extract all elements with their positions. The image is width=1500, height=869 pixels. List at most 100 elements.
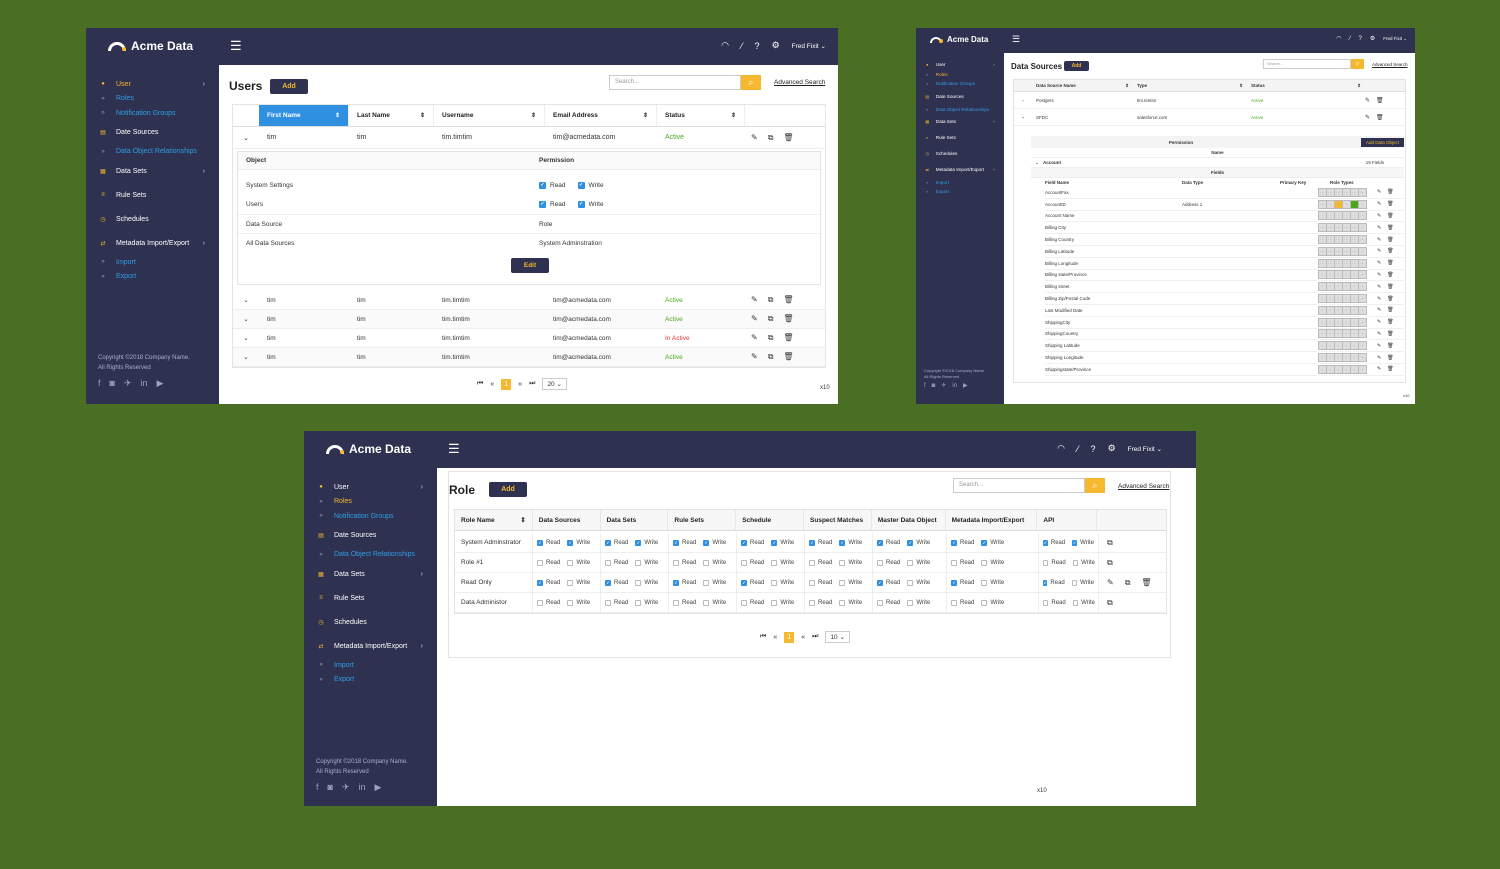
link-icon[interactable]: · [1335, 212, 1342, 220]
key-icon[interactable]: · [1319, 318, 1326, 326]
add-button[interactable]: Add [489, 482, 527, 497]
write-checkbox[interactable]: ✓ [703, 579, 710, 586]
delete-icon[interactable]: 🗑 [1387, 271, 1394, 278]
write-checkbox[interactable]: ✓ [577, 201, 585, 208]
search-input[interactable]: Search... [1263, 59, 1351, 69]
field-row[interactable]: Billing Latitude · · · · · · ✎ 🗑 [1045, 246, 1404, 258]
card-icon[interactable]: · [1359, 283, 1366, 291]
target-icon[interactable]: · [1351, 295, 1358, 303]
menu-icon[interactable]: ☰ [1012, 34, 1021, 44]
facebook-icon[interactable]: f [924, 383, 926, 389]
read-checkbox[interactable]: ✓ [877, 599, 883, 606]
chevron-down-icon[interactable]: ⌄ [1021, 114, 1025, 119]
gear-icon[interactable]: ⚙ [1107, 443, 1116, 453]
read-checkbox[interactable]: ✓ [537, 579, 543, 586]
link-icon[interactable]: · [1335, 200, 1342, 208]
column-header-first-name[interactable]: First Name ⇕ [259, 105, 349, 126]
delete-icon[interactable]: 🗑 [1387, 224, 1394, 231]
edit-icon[interactable]: ✎ [1377, 295, 1382, 302]
write-checkbox[interactable]: ✓ [567, 599, 574, 606]
write-checkbox[interactable]: ✓ [907, 559, 914, 566]
field-row[interactable]: AccountFax · · · · · · ✎ 🗑 [1045, 187, 1404, 199]
sidebar-item-notification-groups[interactable]: » Notification Groups [86, 106, 219, 121]
delete-icon[interactable]: 🗑 [1141, 577, 1152, 587]
key-icon[interactable]: · [1319, 354, 1326, 362]
column-header[interactable]: Type ⇕ [1133, 83, 1247, 89]
sidebar-item-metadata-import-export[interactable]: ⇄ Metadata Import/Export › [304, 634, 437, 658]
field-row[interactable]: Billing Country · · · · · · ✎ 🗑 [1045, 234, 1404, 246]
delete-icon[interactable]: 🗑 [1387, 354, 1394, 361]
collapse-icon[interactable]: ⌄ [1035, 159, 1039, 165]
card-icon[interactable]: · [1359, 295, 1366, 303]
expand-icon[interactable]: ⌄ [243, 316, 249, 323]
column-header-status[interactable]: Status ⇕ [657, 105, 745, 126]
edit-button[interactable]: Edit [511, 258, 549, 273]
delete-icon[interactable]: 🗑 [1387, 319, 1394, 326]
gear-icon[interactable]: ⚙ [771, 40, 780, 50]
link-icon[interactable]: · [1335, 318, 1342, 326]
edit-icon[interactable]: ✎ [1377, 248, 1382, 255]
linkedin-icon[interactable]: in [358, 782, 366, 792]
sidebar-item-rule-sets[interactable]: ≡ Rule Sets [86, 183, 219, 207]
card-icon[interactable]: · [1359, 259, 1366, 267]
prev-page-icon[interactable]: « [773, 633, 778, 641]
field-row[interactable]: Billing state/Province · · · · · · ✎ 🗑 [1045, 270, 1404, 282]
target-icon[interactable]: · [1351, 271, 1358, 279]
field-row[interactable]: Shippingstate/Province · · · · · · ✎ 🗑 [1045, 364, 1404, 376]
card-icon[interactable]: · [1359, 318, 1366, 326]
filter-icon[interactable]: · [1343, 306, 1350, 314]
edit-icon[interactable]: ✎ [1365, 114, 1371, 121]
key-icon[interactable]: · [1319, 236, 1326, 244]
edit-icon[interactable]: ✎ [1377, 342, 1382, 349]
table-row[interactable]: ⌄ tim tim tim.timtim tim@acmedata.com Active ✎… [233, 310, 825, 329]
delete-icon[interactable]: 🗑 [1376, 97, 1384, 104]
dashboard-icon[interactable]: ◠ [1057, 443, 1066, 453]
read-checkbox[interactable]: ✓ [951, 559, 957, 566]
filter-icon[interactable]: · [1343, 224, 1350, 232]
card-icon[interactable]: · [1359, 224, 1366, 232]
read-checkbox[interactable]: ✓ [539, 201, 546, 208]
last-page-icon[interactable]: ⏭ [812, 633, 819, 640]
expand-icon[interactable]: ⌄ [243, 297, 249, 304]
delete-icon[interactable]: 🗑 [783, 295, 794, 304]
link-icon[interactable]: · [1335, 283, 1342, 291]
prev-set-icon[interactable]: « [801, 633, 806, 641]
card-icon[interactable]: · [1359, 200, 1366, 208]
key-icon[interactable]: · [1319, 271, 1326, 279]
search-input[interactable]: Search... [953, 478, 1085, 493]
edit-icon[interactable]: ✎ [1365, 97, 1371, 104]
column-header-email-address[interactable]: Email Address ⇕ [545, 105, 657, 126]
first-page-icon[interactable]: ⏮ [477, 380, 484, 387]
read-checkbox[interactable]: ✓ [809, 539, 815, 546]
write-checkbox[interactable]: ✓ [635, 579, 642, 586]
edit-icon[interactable]: ✎ [1377, 319, 1382, 326]
write-checkbox[interactable]: ✓ [981, 599, 988, 606]
key-icon[interactable]: · [1319, 259, 1326, 267]
edit-icon[interactable]: ✎ [751, 132, 758, 142]
edit-icon[interactable]: ✎ [1377, 201, 1382, 208]
field-row[interactable]: Billing Longitude · · · · · · ✎ 🗑 [1045, 258, 1404, 270]
delete-icon[interactable]: 🗑 [783, 132, 794, 142]
sidebar-item-roles[interactable]: » Roles [916, 70, 1004, 80]
delete-icon[interactable]: 🗑 [783, 314, 794, 323]
column-header-last-name[interactable]: Last Name ⇕ [349, 105, 434, 126]
column-header[interactable]: Role Name ⇕ [455, 510, 533, 530]
edit-icon[interactable]: ✎ [1377, 271, 1382, 278]
card-icon[interactable]: · [1359, 354, 1366, 362]
write-checkbox[interactable]: ✓ [839, 579, 846, 586]
target-icon[interactable]: · [1351, 330, 1358, 338]
sidebar-item-data-sets[interactable]: ▦ Data Sets › [304, 562, 437, 586]
search-button[interactable]: ⌕ [1085, 478, 1105, 493]
write-checkbox[interactable]: ✓ [567, 559, 574, 566]
search-icon[interactable]: · [1327, 354, 1334, 362]
edit-icon[interactable]: ✎ [1377, 366, 1382, 373]
first-page-icon[interactable]: ⏮ [760, 633, 767, 640]
key-icon[interactable]: · [1319, 330, 1326, 338]
read-checkbox[interactable]: ✓ [539, 182, 546, 189]
chevron-right-icon[interactable]: › [1022, 97, 1024, 103]
write-checkbox[interactable]: ✓ [567, 539, 574, 546]
delete-icon[interactable]: 🗑 [1387, 201, 1394, 208]
target-icon[interactable]: · [1351, 188, 1358, 196]
facebook-icon[interactable]: f [316, 782, 319, 792]
copy-icon[interactable]: ⧉ [767, 295, 774, 304]
